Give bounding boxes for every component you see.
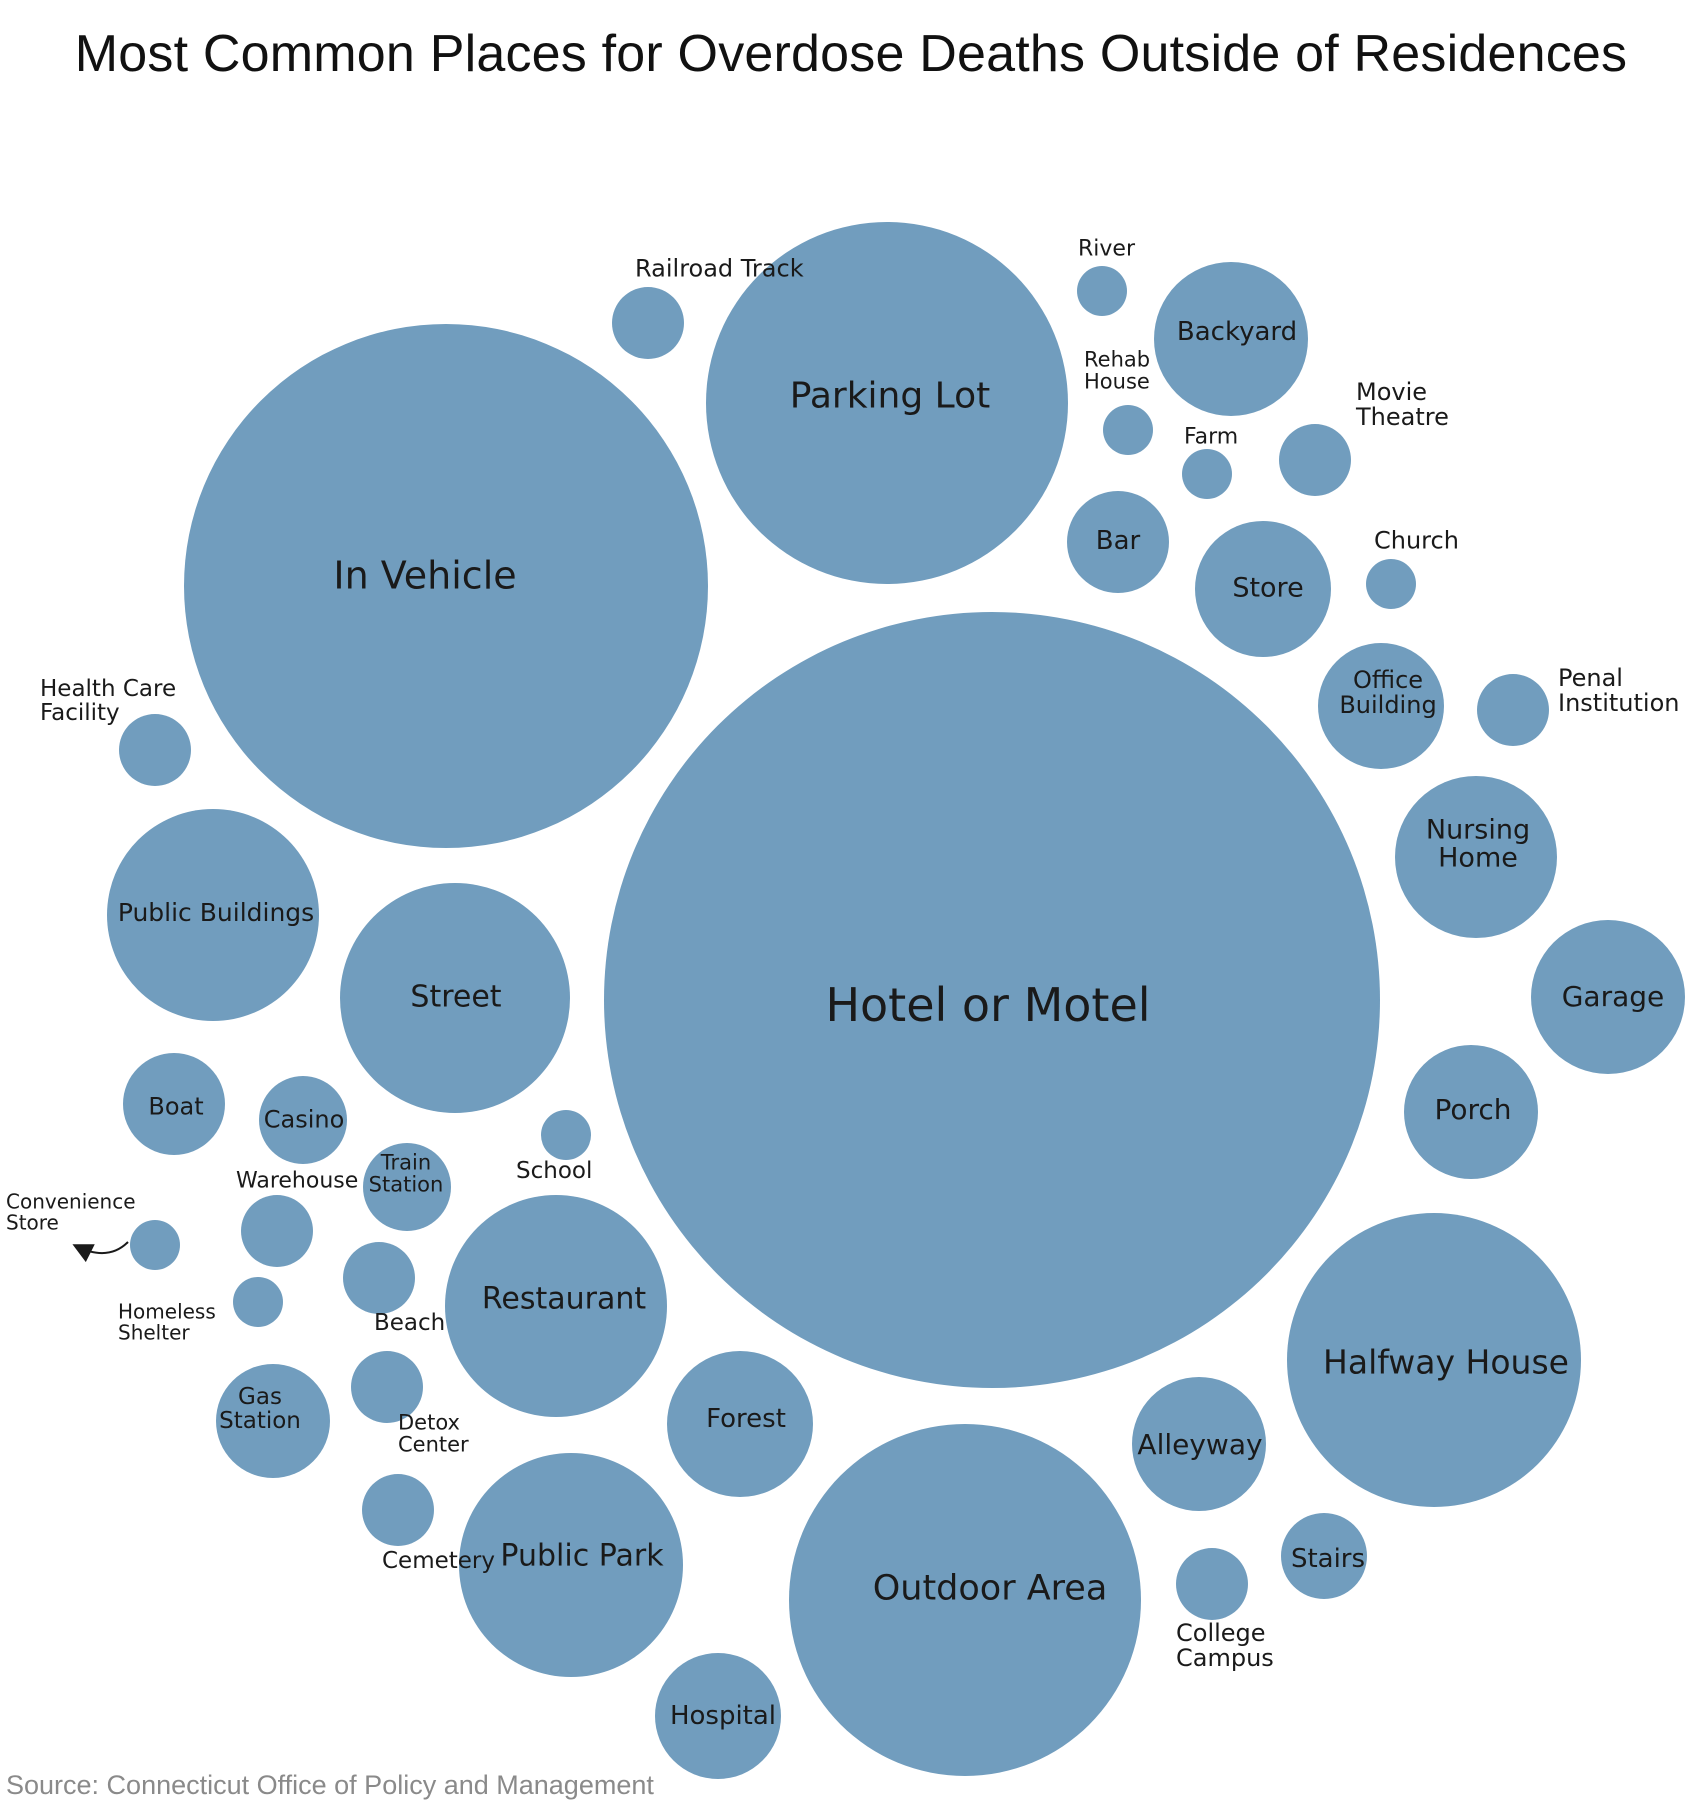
bubble-halfway-house bbox=[1287, 1213, 1581, 1507]
bubble-label-warehouse: Warehouse bbox=[236, 1169, 358, 1194]
bubble-label-cemetery: Cemetery bbox=[382, 1548, 495, 1574]
bubble-bar bbox=[1067, 491, 1169, 593]
bubble-nursing-home bbox=[1395, 776, 1557, 938]
bubble-label-church: Church bbox=[1374, 526, 1459, 554]
bubble-label-railroad-track: Railroad Track bbox=[635, 254, 804, 282]
bubble-penal-institution bbox=[1477, 674, 1549, 746]
bubble-label-parking-lot: Parking Lot bbox=[790, 376, 990, 417]
bubble-church bbox=[1366, 559, 1416, 609]
bubble-label-halfway-house: Halfway House bbox=[1323, 1343, 1569, 1382]
bubble-label-farm: Farm bbox=[1184, 425, 1238, 450]
bubble-restaurant bbox=[445, 1195, 667, 1417]
bubble-label-garage: Garage bbox=[1562, 980, 1665, 1013]
convenience-store-arrow-icon bbox=[72, 1241, 129, 1263]
chart-title: Most Common Places for Overdose Deaths O… bbox=[74, 25, 1628, 83]
bubble-store bbox=[1195, 521, 1331, 657]
bubble-label-bar: Bar bbox=[1096, 526, 1141, 556]
bubble-label-hospital: Hospital bbox=[670, 1701, 776, 1731]
bubble-label-convenience-store: Convenience Store bbox=[6, 1190, 136, 1235]
bubble-label-school: School bbox=[516, 1158, 592, 1184]
bubble-label-in-vehicle: In Vehicle bbox=[333, 553, 516, 597]
bubble-label-rehab-house: Rehab House bbox=[1084, 347, 1150, 393]
bubble-warehouse bbox=[241, 1195, 313, 1267]
bubble-label-boat: Boat bbox=[148, 1092, 203, 1120]
bubble-rehab-house bbox=[1103, 405, 1153, 455]
bubble-boat bbox=[123, 1053, 225, 1155]
bubble-label-penal-institution: Penal Institution bbox=[1558, 664, 1679, 717]
bubble-river bbox=[1077, 266, 1127, 316]
bubble-label-stairs: Stairs bbox=[1291, 1544, 1365, 1574]
bubble-backyard bbox=[1154, 262, 1308, 416]
bubble-porch bbox=[1404, 1045, 1538, 1179]
bubble-label-health-care-facility: Health Care Facility bbox=[40, 676, 176, 726]
bubble-label-beach: Beach bbox=[374, 1310, 445, 1336]
bubble-label-public-park: Public Park bbox=[500, 1539, 664, 1574]
bubble-hotel-or-motel bbox=[604, 612, 1380, 1388]
bubble-alleyway bbox=[1132, 1377, 1266, 1511]
bubble-office-building bbox=[1318, 643, 1444, 769]
bubble-label-outdoor-area: Outdoor Area bbox=[873, 1568, 1108, 1608]
bubble-public-park bbox=[459, 1453, 683, 1677]
bubble-label-river: River bbox=[1078, 237, 1136, 262]
bubble-college-campus bbox=[1176, 1548, 1248, 1620]
bubble-health-care-facility bbox=[119, 714, 191, 786]
bubble-label-backyard: Backyard bbox=[1177, 317, 1297, 347]
bubble-railroad-track bbox=[612, 287, 684, 359]
bubble-label-street: Street bbox=[410, 980, 501, 1015]
bubble-label-college-campus: College Campus bbox=[1176, 1619, 1274, 1672]
bubble-street bbox=[340, 883, 570, 1113]
bubble-label-alleyway: Alleyway bbox=[1137, 1428, 1262, 1461]
bubble-cemetery bbox=[362, 1474, 434, 1546]
bubble-label-homeless-shelter: Homeless Shelter bbox=[118, 1300, 216, 1345]
bubble-label-store: Store bbox=[1232, 572, 1303, 603]
bubble-farm bbox=[1182, 449, 1232, 499]
bubble-label-movie-theatre: Movie Theatre bbox=[1355, 378, 1449, 431]
bubble-label-casino: Casino bbox=[264, 1105, 345, 1133]
bubble-label-nursing-home: Nursing Home bbox=[1426, 814, 1530, 873]
bubble-label-public-buildings: Public Buildings bbox=[118, 898, 314, 927]
bubble-layer: Hotel or Motel In Vehicle Parking Lot Outdo… bbox=[6, 222, 1685, 1779]
bubble-stairs bbox=[1281, 1513, 1367, 1599]
bubble-outdoor-area bbox=[789, 1424, 1141, 1776]
bubble-train-station bbox=[363, 1143, 451, 1231]
bubble-label-office-building: Office Building bbox=[1339, 666, 1436, 719]
bubble-in-vehicle bbox=[184, 324, 708, 848]
bubble-public-buildings bbox=[107, 809, 319, 1021]
bubble-label-porch: Porch bbox=[1434, 1093, 1511, 1126]
bubble-parking-lot bbox=[706, 222, 1068, 584]
bubble-label-forest: Forest bbox=[706, 1404, 786, 1434]
bubble-label-hotel-or-motel: Hotel or Motel bbox=[825, 978, 1150, 1032]
bubble-homeless-shelter bbox=[233, 1277, 283, 1327]
bubble-convenience-store bbox=[130, 1220, 180, 1270]
bubble-detox-center bbox=[351, 1351, 423, 1423]
bubble-garage bbox=[1531, 920, 1685, 1074]
bubble-label-train-station: Train Station bbox=[369, 1150, 444, 1196]
bubble-hospital bbox=[655, 1653, 781, 1779]
bubble-forest bbox=[667, 1351, 813, 1497]
bubble-label-gas-station: Gas Station bbox=[219, 1384, 301, 1434]
bubble-gas-station bbox=[216, 1364, 330, 1478]
bubble-casino bbox=[259, 1076, 347, 1164]
bubble-movie-theatre bbox=[1279, 424, 1351, 496]
bubble-beach bbox=[343, 1242, 415, 1314]
bubble-label-restaurant: Restaurant bbox=[482, 1282, 646, 1317]
source-note: Source: Connecticut Office of Policy and… bbox=[6, 1770, 654, 1800]
bubble-school bbox=[541, 1110, 591, 1160]
bubble-label-detox-center: Detox Center bbox=[398, 1410, 469, 1456]
